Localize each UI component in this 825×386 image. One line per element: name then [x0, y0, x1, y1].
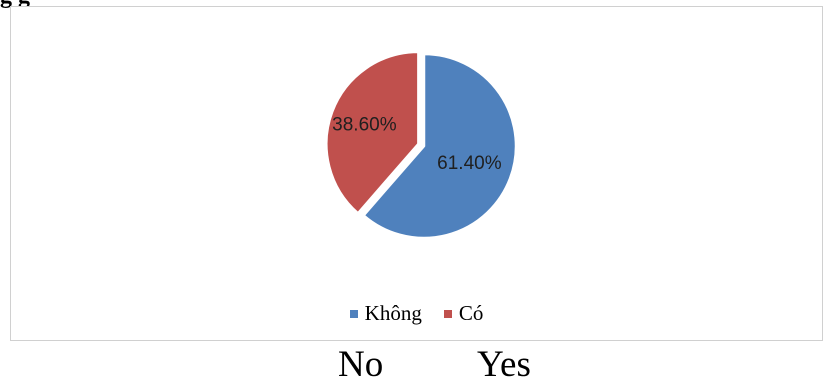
cut-off-heading: g g	[0, 0, 825, 8]
pie-slice-khong	[362, 52, 518, 240]
pie-chart: 61.40% 38.60%	[325, 50, 518, 240]
pie-slice-co	[325, 50, 420, 215]
legend: Không Có	[11, 301, 822, 326]
data-label-co: 38.60%	[332, 115, 397, 136]
legend-swatch-co	[443, 309, 452, 318]
caption-translation: No Yes	[0, 343, 825, 385]
legend-item-co: Có	[443, 301, 484, 326]
chart-area: 61.40% 38.60% Không Có	[10, 6, 823, 341]
legend-label-khong: Không	[364, 301, 422, 325]
caption-no: No	[338, 344, 384, 385]
cut-off-heading-text: g g	[0, 0, 30, 8]
caption-yes: Yes	[477, 344, 531, 385]
legend-label-co: Có	[458, 301, 484, 325]
data-label-khong: 61.40%	[437, 153, 502, 174]
legend-item-khong: Không	[349, 301, 422, 326]
legend-swatch-khong	[349, 309, 358, 318]
